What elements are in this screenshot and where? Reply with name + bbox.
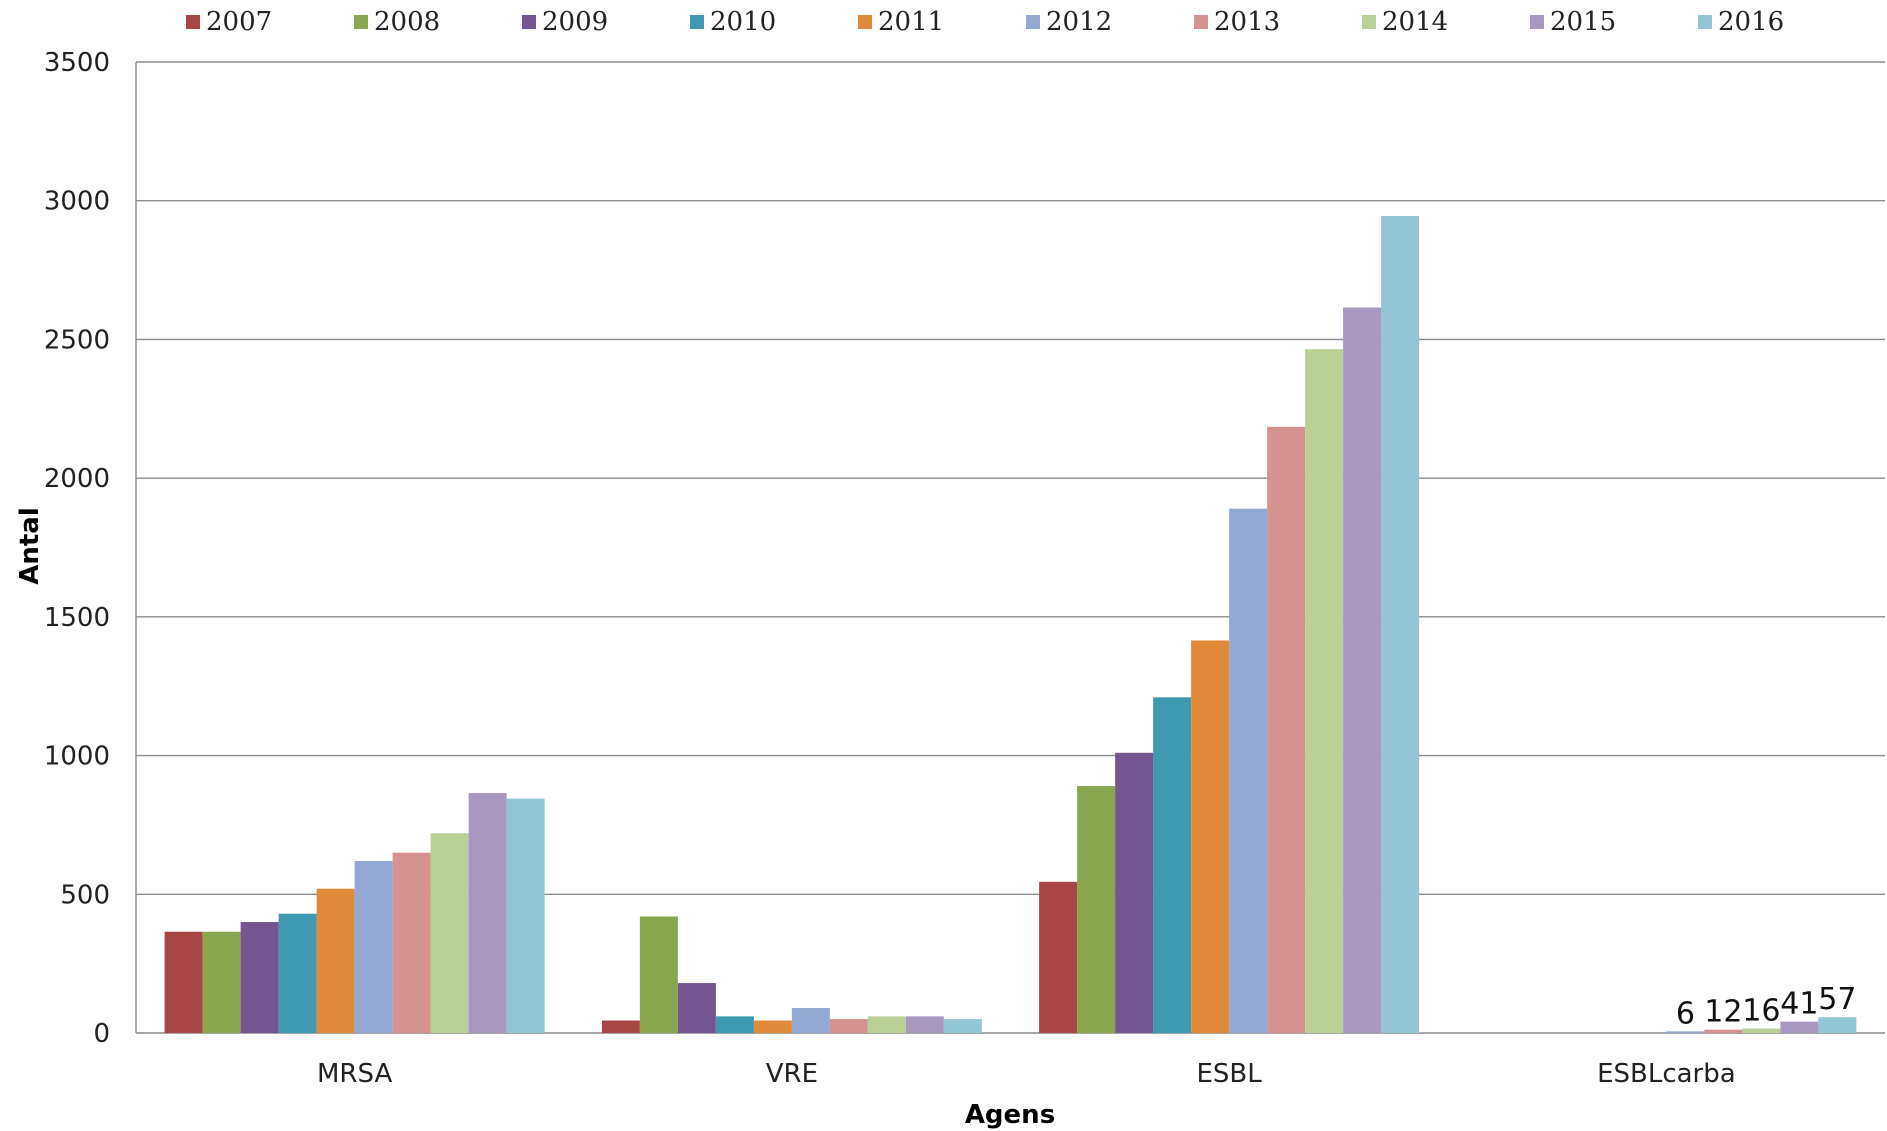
bar-VRE-2011 <box>753 1020 792 1033</box>
bar-ESBL-2013 <box>1267 426 1306 1033</box>
y-tick-label: 3000 <box>44 187 110 217</box>
bar-VRE-2013 <box>829 1019 868 1033</box>
legend-swatch <box>1362 15 1376 29</box>
bar-ESBLcarba-2016 <box>1818 1017 1857 1033</box>
x-tick-label: ESBLcarba <box>1597 1059 1736 1089</box>
y-tick-label: 1000 <box>44 742 110 772</box>
bar-ESBLcarba-2015 <box>1780 1021 1819 1033</box>
bar-VRE-2012 <box>791 1008 830 1033</box>
legend-swatch <box>522 15 536 29</box>
legend-swatch <box>1698 15 1712 29</box>
bar-ESBL-2014 <box>1305 349 1344 1034</box>
legend-item: 2011 <box>858 4 1026 40</box>
legend-swatch <box>1026 15 1040 29</box>
data-label: 6 <box>1676 996 1695 1031</box>
bar-ESBL-2016 <box>1381 215 1420 1034</box>
bar-MRSA-2008 <box>202 931 241 1033</box>
bar-MRSA-2007 <box>164 931 203 1033</box>
bar-ESBL-2009 <box>1115 752 1154 1033</box>
y-axis-label: Antal <box>15 507 45 585</box>
bar-VRE-2016 <box>943 1019 982 1033</box>
data-label: 12 <box>1704 995 1742 1030</box>
bar-ESBLcarba-2014 <box>1742 1028 1781 1033</box>
y-tick-label: 3500 <box>44 48 110 78</box>
y-tick-label: 2000 <box>44 464 110 494</box>
bar-VRE-2008 <box>639 916 678 1033</box>
legend-swatch <box>690 15 704 29</box>
bar-MRSA-2012 <box>354 860 393 1033</box>
legend-label: 2008 <box>374 7 441 37</box>
legend-label: 2009 <box>542 7 609 37</box>
bar-ESBL-2007 <box>1039 881 1078 1033</box>
bar-ESBLcarba-2012 <box>1666 1031 1705 1033</box>
bar-MRSA-2013 <box>392 852 431 1033</box>
bar-ESBL-2012 <box>1229 508 1268 1033</box>
data-label: 57 <box>1818 982 1856 1017</box>
data-label: 16 <box>1742 994 1780 1029</box>
legend-label: 2010 <box>710 7 777 37</box>
legend-swatch <box>186 15 200 29</box>
bar-ESBLcarba-2013 <box>1704 1029 1743 1033</box>
bar-VRE-2014 <box>867 1016 906 1033</box>
y-axis-ticks: 0 500 1000 1500 2000 2500 3000 3500 <box>44 48 110 1049</box>
x-tick-label: ESBL <box>1196 1059 1262 1089</box>
legend-swatch <box>354 15 368 29</box>
legend-item: 2012 <box>1026 4 1194 40</box>
x-tick-label: MRSA <box>317 1059 392 1089</box>
bar-VRE-2015 <box>905 1016 944 1033</box>
bar-VRE-2009 <box>677 983 716 1033</box>
bars <box>164 215 1857 1034</box>
y-tick-label: 500 <box>60 880 110 910</box>
y-tick-label: 2500 <box>44 325 110 355</box>
x-tick-label: VRE <box>766 1059 818 1089</box>
y-tick-label: 0 <box>93 1019 110 1049</box>
bar-VRE-2007 <box>601 1020 640 1033</box>
legend-label: 2014 <box>1382 7 1449 37</box>
bar-MRSA-2014 <box>430 833 469 1033</box>
legend-label: 2015 <box>1550 7 1617 37</box>
legend-swatch <box>1530 15 1544 29</box>
legend-item: 2008 <box>354 4 522 40</box>
data-label: 41 <box>1780 987 1818 1022</box>
legend-label: 2007 <box>206 7 273 37</box>
legend-label: 2011 <box>878 7 945 37</box>
chart-legend: 2007 2008 2009 2010 2011 2012 2013 2014 2015 2016 <box>186 4 1866 40</box>
data-labels: 6 12 16 41 57 <box>1676 982 1857 1031</box>
bar-VRE-2010 <box>715 1016 754 1033</box>
bar-MRSA-2011 <box>316 888 355 1033</box>
legend-item: 2007 <box>186 4 354 40</box>
x-axis-ticks: MRSA VRE ESBL ESBLcarba <box>317 1059 1736 1089</box>
legend-item: 2013 <box>1194 4 1362 40</box>
bar-ESBL-2010 <box>1153 697 1192 1033</box>
legend-item: 2009 <box>522 4 690 40</box>
legend-item: 2014 <box>1362 4 1530 40</box>
bar-MRSA-2016 <box>506 798 545 1033</box>
legend-label: 2012 <box>1046 7 1113 37</box>
legend-item: 2016 <box>1698 4 1866 40</box>
bar-ESBL-2011 <box>1191 640 1230 1033</box>
legend-label: 2016 <box>1718 7 1785 37</box>
bar-MRSA-2009 <box>240 922 279 1033</box>
legend-swatch <box>1194 15 1208 29</box>
legend-label: 2013 <box>1214 7 1281 37</box>
bar-ESBL-2015 <box>1343 307 1382 1033</box>
legend-swatch <box>858 15 872 29</box>
legend-item: 2010 <box>690 4 858 40</box>
x-axis-label: Agens <box>965 1100 1055 1130</box>
bar-ESBL-2008 <box>1077 786 1116 1033</box>
bar-MRSA-2015 <box>468 793 507 1033</box>
legend-item: 2015 <box>1530 4 1698 40</box>
y-tick-label: 1500 <box>44 603 110 633</box>
bar-MRSA-2010 <box>278 913 317 1033</box>
